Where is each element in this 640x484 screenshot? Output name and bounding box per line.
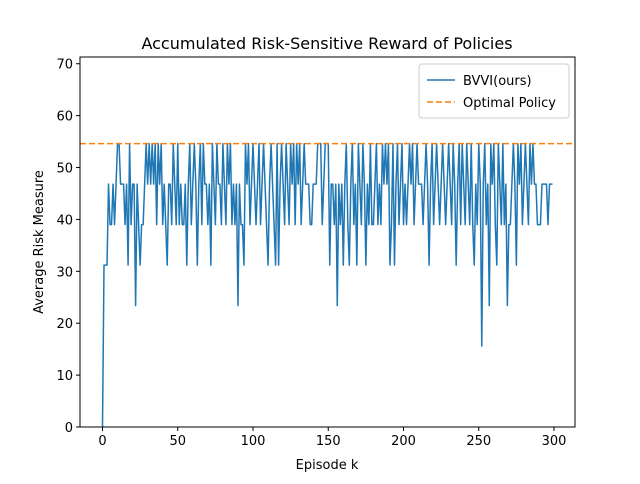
x-tick-label: 150 [316,434,341,449]
y-tick-label: 20 [56,317,73,332]
y-tick-label: 0 [65,421,73,436]
x-tick-label: 0 [98,434,106,449]
data-line [101,142,553,428]
legend-label: Optimal Policy [463,96,556,111]
x-tick-label: 250 [466,434,491,449]
legend-box [418,63,570,119]
plot-frame [79,56,576,428]
y-tick-label: 40 [56,213,73,228]
y-tick-label: 60 [56,110,73,125]
x-tick-label: 200 [391,434,416,449]
x-tick-label: 300 [542,434,567,449]
y-tick-label: 50 [56,162,73,177]
x-tick-label: 100 [241,434,266,449]
chart-title: Accumulated Risk-Sensitive Reward of Pol… [141,34,512,53]
y-axis-label: Average Risk Measure [32,170,47,314]
y-tick-label: 70 [56,58,73,73]
y-tick-label: 30 [56,265,73,280]
x-axis-label: Episode k [296,458,359,473]
x-tick-label: 50 [169,434,186,449]
legend-label: BVVI(ours) [463,74,532,89]
y-tick-label: 10 [56,369,73,384]
